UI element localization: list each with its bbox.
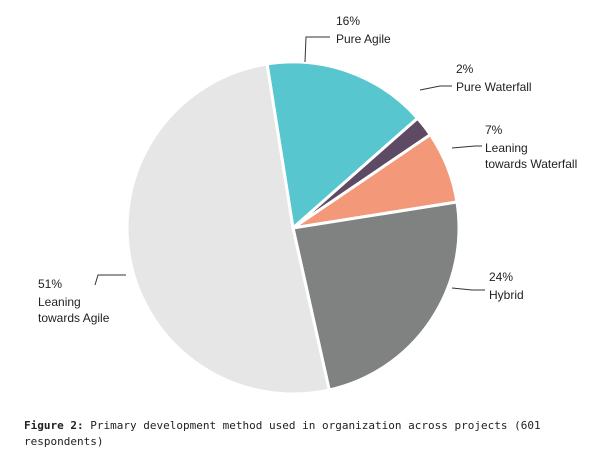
slice-label-pure-waterfall-value: 2% [456, 62, 474, 76]
slice-label-leaning-waterfall-name: Leaning towards Waterfall [485, 141, 577, 171]
slice-label-pure-agile-name: Pure Agile [336, 32, 391, 46]
leader-line-leaning-towards-waterfall [451, 145, 482, 149]
leader-lines [94, 36, 485, 291]
pie-chart: 16% Pure Agile 2% Pure Waterfall 7% Lean… [38, 14, 577, 396]
slice-label-hybrid-value: 24% [489, 270, 513, 284]
figure-caption-text: Primary development method used in organ… [24, 419, 541, 448]
pie-slice-leaning-towards-agile [125, 62, 331, 396]
figure-caption: Figure 2: Primary development method use… [24, 418, 594, 450]
figure-label: Figure 2: [24, 419, 84, 432]
leader-line-hybrid [451, 287, 485, 291]
slice-label-leaning-waterfall-value: 7% [485, 123, 503, 137]
slice-label-leaning-agile-value: 51% [38, 277, 62, 291]
leader-line-leaning-towards-agile [94, 274, 126, 286]
leader-line-pure-agile [304, 36, 330, 63]
slice-label-leaning-agile-name: Leaning towards Agile [38, 295, 110, 325]
slice-label-hybrid-name: Hybrid [489, 288, 524, 302]
pie-slice-pure-agile [265, 60, 420, 230]
pie-slice-hybrid [291, 200, 461, 392]
pie-slices [125, 60, 461, 396]
slice-label-pure-waterfall-name: Pure Waterfall [456, 80, 532, 94]
leader-line-pure-waterfall [419, 85, 452, 91]
slice-label-pure-agile-value: 16% [336, 14, 360, 28]
